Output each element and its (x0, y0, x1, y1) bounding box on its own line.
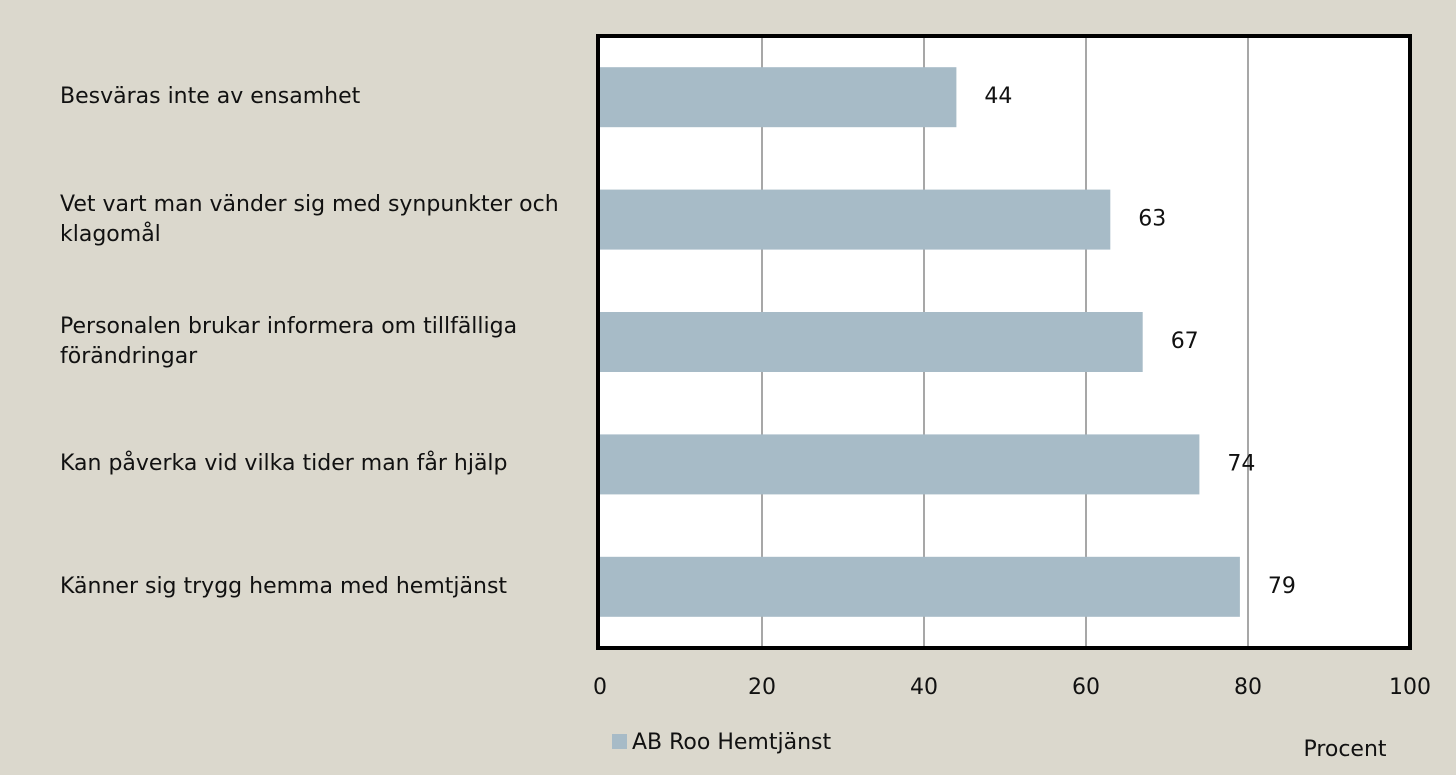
value-label: 44 (984, 84, 1012, 109)
value-label: 67 (1171, 329, 1199, 354)
value-label: 63 (1138, 207, 1166, 232)
y-tick-label: Personalen brukar informera om tillfälli… (60, 314, 518, 369)
bar (600, 434, 1200, 495)
x-tick-label: 40 (910, 675, 938, 700)
x-tick-label: 0 (593, 675, 607, 700)
legend-swatch (612, 734, 627, 749)
bar (600, 67, 957, 128)
x-tick-label: 80 (1234, 675, 1262, 700)
bar (600, 556, 1240, 617)
bar (600, 312, 1143, 372)
plot-border (596, 34, 1412, 650)
x-tick-label: 20 (748, 675, 776, 700)
value-label: 74 (1227, 451, 1255, 476)
y-tick-label: Kan påverka vid vilka tider man får hjäl… (60, 451, 508, 477)
y-tick-label: Känner sig trygg hemma med hemtjänst (60, 573, 508, 599)
value-label: 79 (1268, 574, 1296, 599)
x-tick-label: 100 (1389, 675, 1431, 700)
y-tick-label: Besväras inte av ensamhet (60, 84, 361, 110)
legend-label: AB Roo Hemtjänst (632, 730, 831, 755)
x-axis-label: Procent (1303, 737, 1386, 762)
x-tick-label: 60 (1072, 675, 1100, 700)
y-tick-label: Vet vart man vänder sig med synpunkter o… (60, 191, 559, 247)
bar (600, 189, 1111, 250)
